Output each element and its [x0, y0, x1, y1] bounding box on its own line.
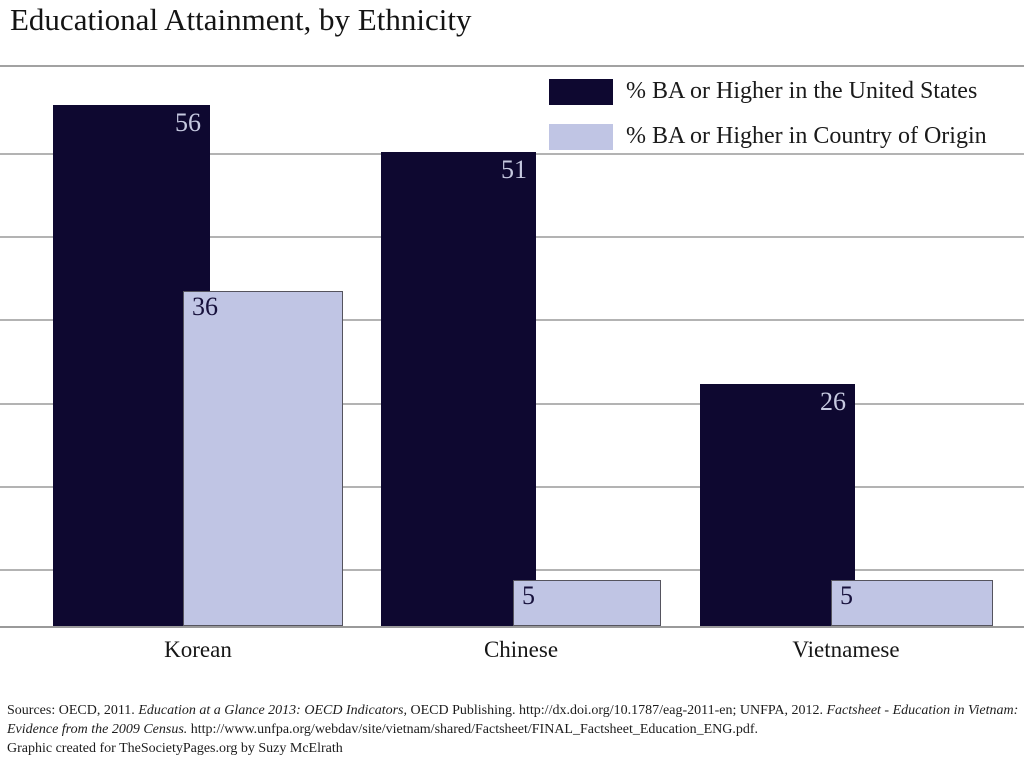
legend-swatch-us — [549, 78, 613, 105]
bar-value-label: 5 — [522, 580, 535, 610]
bar-origin-vietnamese: 5 — [831, 579, 993, 626]
source-line-1: Sources: OECD, 2011. Education at a Glan… — [7, 703, 1019, 718]
bar-value-label: 51 — [501, 154, 527, 184]
legend-item-us: % BA or Higher in the United States — [549, 78, 987, 105]
bar-value-label: 36 — [192, 292, 218, 322]
bar-value-label: 5 — [840, 580, 853, 610]
bar-origin-korean: 36 — [183, 291, 343, 626]
bar-us-vietnamese: 26 — [700, 384, 855, 626]
page-title: Educational Attainment, by Ethnicity — [10, 2, 472, 37]
bar-origin-chinese: 5 — [513, 579, 661, 626]
category-label-chinese: Chinese — [483, 637, 559, 662]
legend-swatch-origin — [549, 123, 613, 150]
source-note: Sources: OECD, 2011. Education at a Glan… — [7, 701, 1019, 758]
plot-area: 56 36 51 5 26 5 — [0, 65, 1024, 628]
legend: % BA or Higher in the United States % BA… — [549, 78, 987, 168]
category-label-korean: Korean — [164, 637, 232, 662]
legend-label-origin: % BA or Higher in Country of Origin — [626, 123, 987, 149]
bar-value-label: 56 — [175, 108, 201, 138]
bar-us-chinese: 51 — [381, 151, 536, 626]
category-label-vietnamese: Vietnamese — [792, 637, 900, 662]
legend-label-us: % BA or Higher in the United States — [626, 78, 978, 104]
source-line-3: Graphic created for TheSocietyPages.org … — [7, 741, 343, 756]
source-line-2: Evidence from the 2009 Census. http://ww… — [7, 722, 759, 737]
bar-value-label: 26 — [820, 387, 846, 417]
legend-item-origin: % BA or Higher in Country of Origin — [549, 123, 987, 150]
